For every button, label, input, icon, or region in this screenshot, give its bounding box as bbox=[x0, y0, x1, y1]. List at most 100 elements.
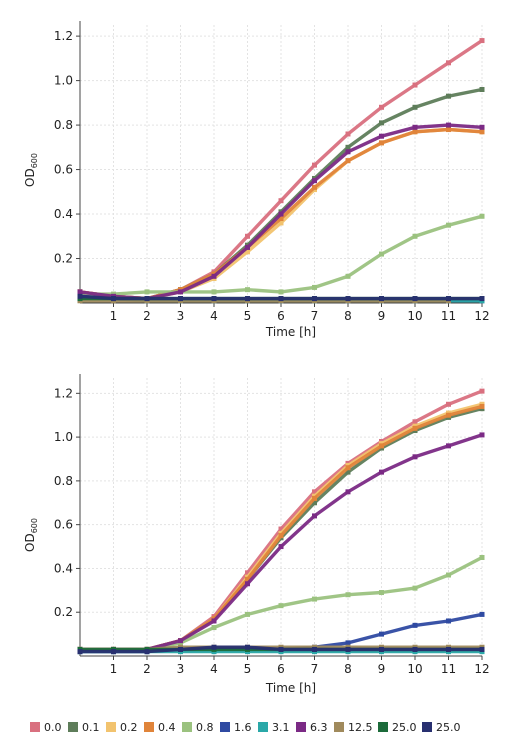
legend-label: 25.0 bbox=[436, 721, 461, 734]
legend-item: 3.1 bbox=[258, 721, 290, 734]
data-point bbox=[77, 649, 83, 655]
x-tick-label: 4 bbox=[210, 309, 218, 323]
data-point bbox=[278, 544, 284, 550]
y-tick-label: 1.2 bbox=[54, 386, 73, 400]
data-point bbox=[379, 296, 384, 302]
data-point bbox=[345, 489, 351, 495]
legend-item: 0.4 bbox=[144, 721, 176, 734]
data-point bbox=[312, 296, 317, 302]
legend-swatch bbox=[106, 722, 116, 732]
x-tick-label: 1 bbox=[110, 309, 118, 323]
x-tick-label: 6 bbox=[277, 662, 285, 676]
data-point bbox=[479, 86, 485, 92]
y-tick-label: 0.6 bbox=[54, 163, 73, 177]
data-point bbox=[345, 640, 351, 646]
data-point bbox=[278, 289, 284, 295]
data-point bbox=[412, 454, 418, 460]
x-tick-label: 11 bbox=[441, 309, 456, 323]
data-point bbox=[211, 289, 217, 295]
data-point bbox=[446, 646, 451, 652]
x-tick-label: 10 bbox=[407, 662, 422, 676]
legend-item: 12.5 bbox=[334, 721, 373, 734]
data-point bbox=[446, 93, 451, 99]
data-point bbox=[144, 289, 150, 295]
series-11 bbox=[77, 644, 485, 655]
data-point bbox=[278, 603, 284, 609]
data-point bbox=[278, 215, 284, 221]
legend-swatch bbox=[334, 722, 344, 732]
x-axis-title: Time [h] bbox=[265, 681, 316, 695]
data-point bbox=[479, 646, 485, 652]
data-point bbox=[412, 646, 418, 652]
data-point bbox=[446, 572, 451, 578]
legend-swatch bbox=[258, 722, 268, 732]
data-point bbox=[479, 129, 485, 135]
data-point bbox=[446, 618, 451, 624]
data-point bbox=[412, 104, 418, 110]
data-point bbox=[412, 425, 418, 431]
x-tick-label: 2 bbox=[143, 662, 151, 676]
data-point bbox=[379, 590, 384, 596]
data-point bbox=[245, 296, 250, 302]
data-point bbox=[245, 576, 250, 582]
data-point bbox=[245, 581, 250, 587]
legend-label: 6.3 bbox=[310, 721, 328, 734]
data-point bbox=[345, 469, 351, 475]
y-tick-label: 0.8 bbox=[54, 118, 73, 132]
legend-item: 6.3 bbox=[296, 721, 328, 734]
y-axis-title: OD600 bbox=[23, 153, 39, 187]
data-point bbox=[345, 158, 351, 164]
data-point bbox=[379, 251, 384, 257]
data-point bbox=[446, 222, 451, 228]
data-point bbox=[345, 149, 351, 155]
data-point bbox=[345, 465, 351, 471]
data-point bbox=[312, 495, 317, 501]
legend-label: 0.4 bbox=[158, 721, 176, 734]
data-point bbox=[412, 129, 418, 135]
data-point bbox=[312, 178, 317, 184]
legend-item: 0.2 bbox=[106, 721, 138, 734]
x-tick-label: 4 bbox=[210, 662, 218, 676]
data-point bbox=[345, 273, 351, 279]
legend-item: 25.0 bbox=[378, 721, 417, 734]
data-point bbox=[245, 244, 250, 250]
data-point bbox=[178, 289, 183, 295]
legend-item: 0.1 bbox=[68, 721, 100, 734]
data-point bbox=[245, 287, 250, 293]
data-point bbox=[345, 592, 351, 598]
x-tick-label: 5 bbox=[244, 662, 252, 676]
legend-item: 1.6 bbox=[220, 721, 252, 734]
data-point bbox=[446, 401, 451, 407]
legend-item: 0.8 bbox=[182, 721, 214, 734]
data-point bbox=[312, 500, 317, 506]
x-tick-label: 9 bbox=[378, 662, 386, 676]
data-point bbox=[312, 184, 317, 190]
data-point bbox=[278, 296, 284, 302]
data-point bbox=[479, 554, 485, 560]
x-tick-label: 7 bbox=[311, 309, 319, 323]
legend-label: 0.8 bbox=[196, 721, 214, 734]
data-point bbox=[245, 644, 250, 650]
legend-label: 12.5 bbox=[348, 721, 373, 734]
data-point bbox=[312, 162, 317, 168]
data-point bbox=[345, 131, 351, 137]
data-point bbox=[245, 611, 250, 617]
data-point bbox=[211, 273, 217, 279]
x-tick-label: 1 bbox=[110, 662, 118, 676]
data-point bbox=[479, 611, 485, 617]
y-tick-label: 0.8 bbox=[54, 474, 73, 488]
data-point bbox=[345, 144, 351, 150]
x-tick-label: 7 bbox=[311, 662, 319, 676]
legend-swatch bbox=[296, 722, 306, 732]
data-point bbox=[412, 233, 418, 239]
data-point bbox=[77, 293, 83, 299]
data-point bbox=[479, 388, 485, 394]
data-point bbox=[312, 284, 317, 290]
data-point bbox=[412, 296, 418, 302]
data-point bbox=[211, 618, 217, 624]
data-point bbox=[278, 646, 284, 652]
data-point bbox=[379, 104, 384, 110]
data-point bbox=[245, 233, 250, 239]
x-tick-label: 12 bbox=[474, 662, 489, 676]
